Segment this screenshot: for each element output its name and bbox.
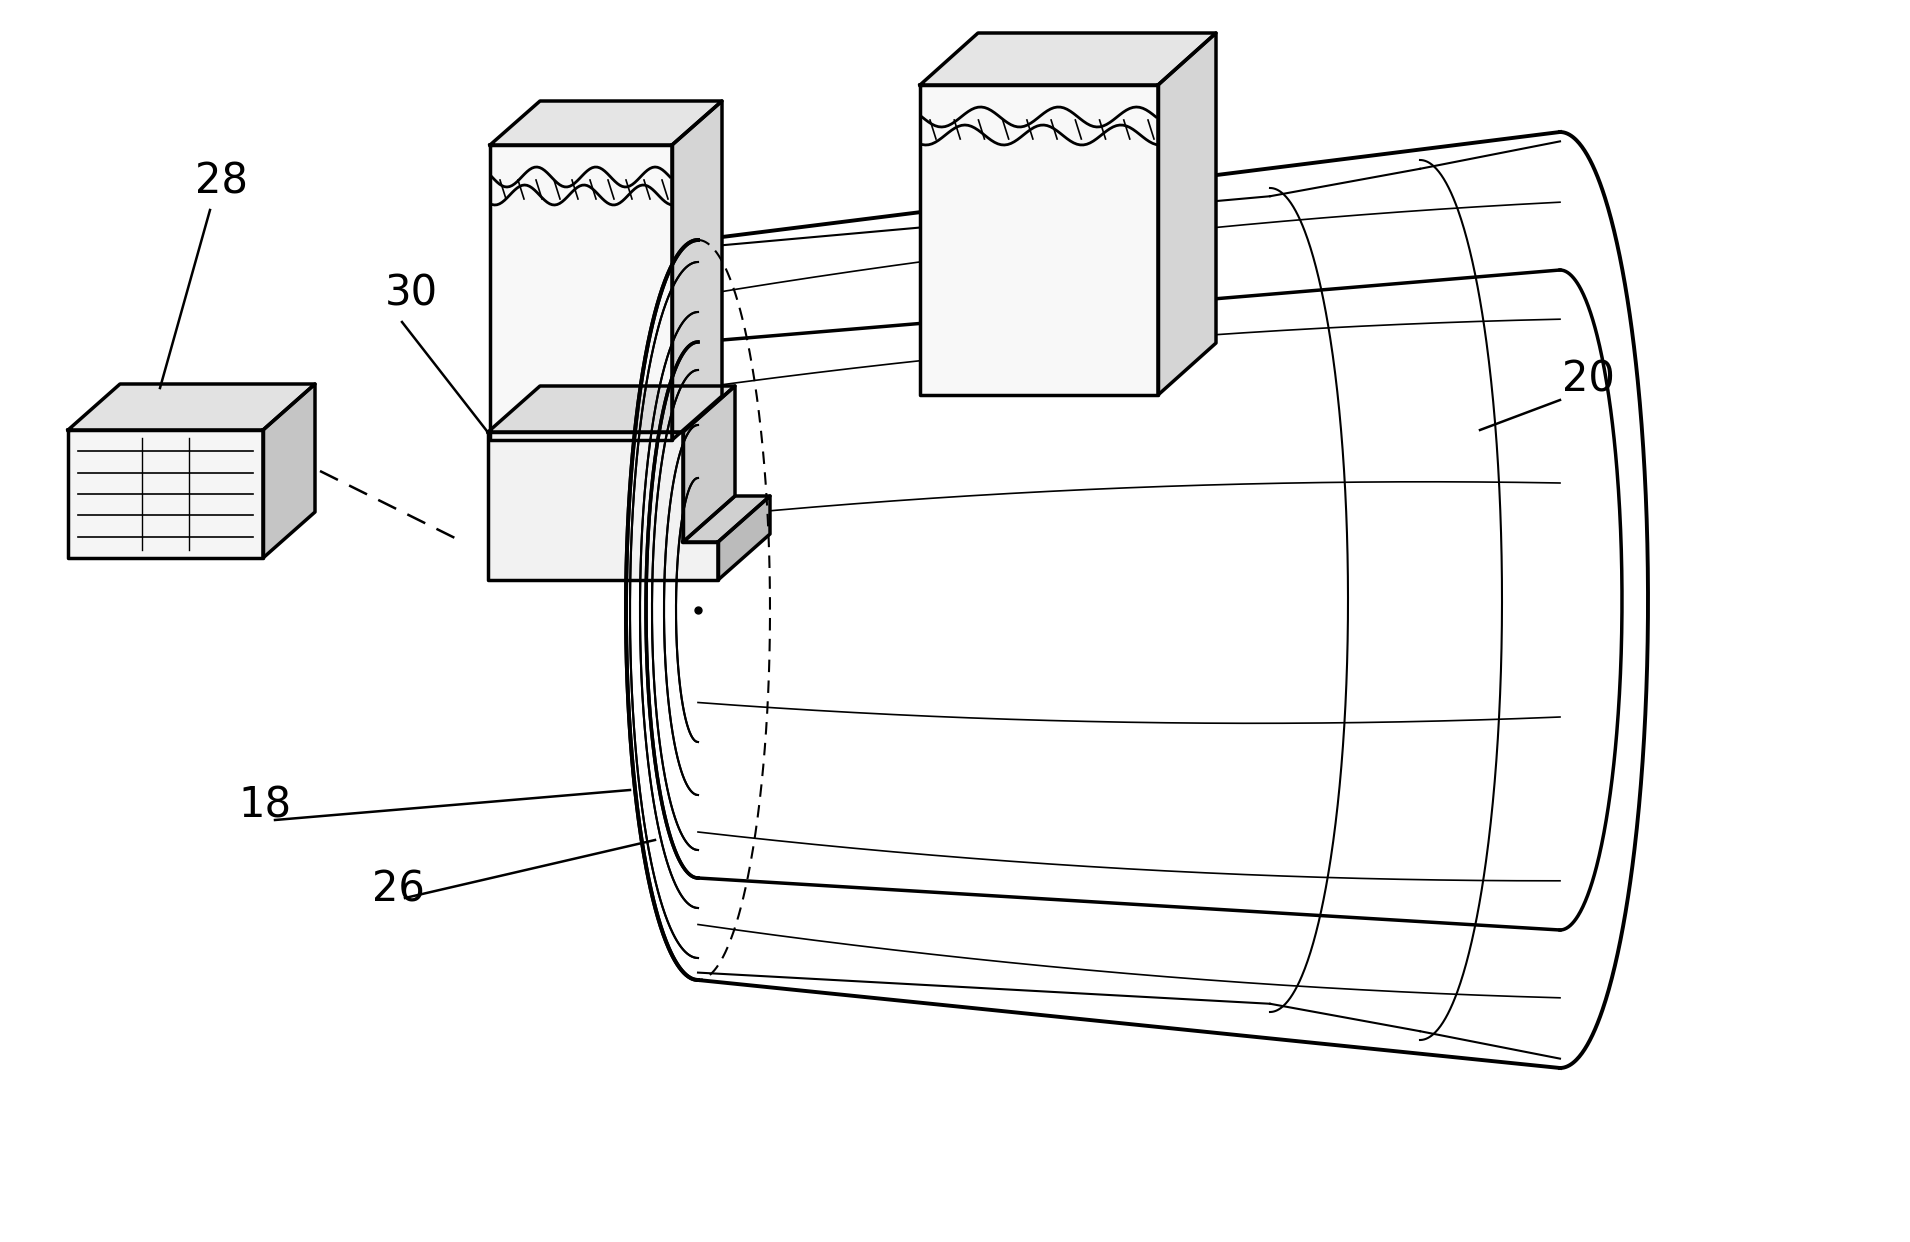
Polygon shape — [69, 430, 264, 558]
Text: 26: 26 — [372, 869, 424, 910]
Polygon shape — [264, 384, 315, 558]
Polygon shape — [1157, 34, 1217, 395]
Polygon shape — [921, 34, 1217, 84]
Polygon shape — [487, 386, 735, 432]
Polygon shape — [921, 84, 1157, 395]
Polygon shape — [491, 145, 672, 440]
Polygon shape — [684, 496, 770, 542]
Polygon shape — [491, 101, 722, 145]
Polygon shape — [69, 384, 315, 430]
Text: 30: 30 — [386, 272, 437, 314]
Text: 20: 20 — [1562, 359, 1614, 401]
Polygon shape — [672, 101, 722, 440]
Text: 28: 28 — [195, 160, 248, 202]
Polygon shape — [684, 386, 735, 542]
Text: 18: 18 — [239, 785, 290, 827]
Polygon shape — [487, 432, 718, 580]
Polygon shape — [718, 496, 770, 580]
